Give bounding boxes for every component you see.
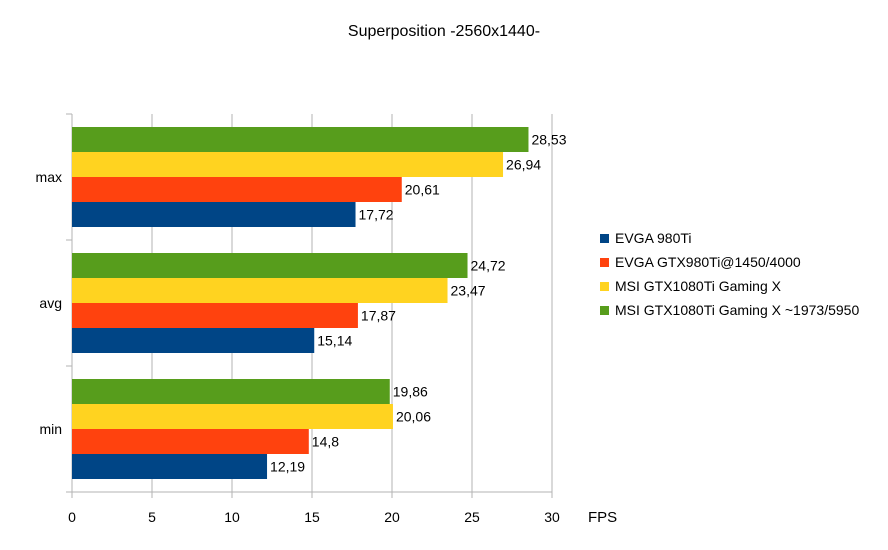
x-tick-label: 0: [68, 509, 76, 525]
category-label: max: [36, 169, 62, 185]
category-label: min: [39, 421, 62, 437]
legend-swatch: [600, 306, 609, 315]
bar: [72, 253, 468, 278]
legend-label: MSI GTX1080Ti Gaming X ~1973/5950: [615, 302, 859, 318]
data-label: 26,94: [506, 157, 541, 173]
category-label: avg: [39, 295, 62, 311]
data-label: 15,14: [317, 333, 352, 349]
x-tick-label: 25: [464, 509, 480, 525]
legend-label: MSI GTX1080Ti Gaming X: [615, 278, 782, 294]
x-tick-label: 5: [148, 509, 156, 525]
bar: [72, 379, 390, 404]
bar: [72, 177, 402, 202]
data-label: 17,72: [359, 207, 394, 223]
legend-label: EVGA GTX980Ti@1450/4000: [615, 254, 801, 270]
bar: [72, 152, 504, 177]
bar: [72, 202, 356, 227]
data-label: 17,87: [361, 308, 396, 324]
x-axis-label: FPS: [588, 509, 617, 526]
data-label: 14,8: [312, 434, 339, 450]
data-label: 12,19: [270, 459, 305, 475]
bar: [72, 404, 393, 429]
legend: EVGA 980Ti EVGA GTX980Ti@1450/4000 MSI GTX…: [600, 230, 859, 318]
x-tick-label: 10: [224, 509, 240, 525]
legend-swatch: [600, 258, 609, 267]
bar: [72, 328, 315, 353]
labels-layer: 0 5 10 15 20 25 30 max 17,72 20,61 26,94 28,53 avg 15…: [36, 132, 567, 526]
x-tick-label: 30: [544, 509, 560, 525]
data-label: 20,61: [405, 182, 440, 198]
bar: [72, 454, 268, 479]
data-label: 23,47: [451, 283, 486, 299]
data-label: 28,53: [531, 132, 566, 148]
data-label: 20,06: [396, 409, 431, 425]
legend-swatch: [600, 234, 609, 243]
x-tick-label: 20: [384, 509, 400, 525]
bar: [72, 127, 529, 152]
bar: [72, 303, 358, 328]
bar: [72, 429, 309, 454]
data-label: 24,72: [471, 258, 506, 274]
x-tick-label: 15: [304, 509, 320, 525]
data-label: 19,86: [393, 384, 428, 400]
bars-layer: [72, 127, 529, 479]
legend-label: EVGA 980Ti: [615, 230, 692, 246]
chart-title: Superposition -2560x1440-: [348, 23, 540, 40]
legend-swatch: [600, 282, 609, 291]
bar: [72, 278, 448, 303]
